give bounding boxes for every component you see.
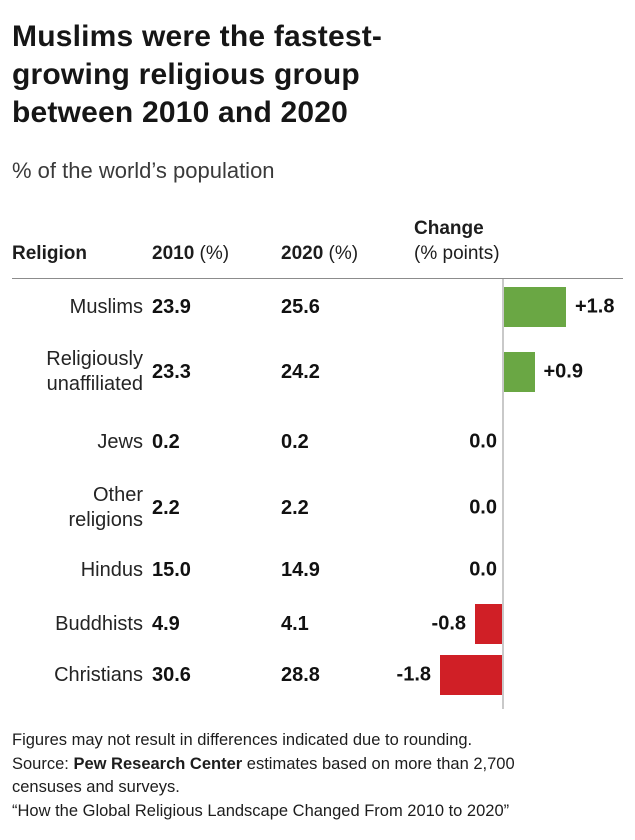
change-bar [440,655,503,695]
year-2020-label: 2020 [281,243,324,264]
change-cell: -1.8 [397,649,623,701]
change-value-label: +0.9 [543,360,583,383]
change-cell: 0.0 [401,409,623,475]
religion-name: Religiously unaffiliated [46,348,143,395]
percent-unit-label: (%) [194,243,230,264]
value-2010: 4.9 [152,612,180,635]
value-2020: 24.2 [281,360,320,383]
religion-name: Hindus [80,558,143,581]
religion-name: Christians [54,663,143,686]
change-value-label: 0.0 [469,558,497,581]
value-2020: 14.9 [281,558,320,581]
table-row: Buddhists 4.9 4.1 -0.8 [12,599,623,649]
table-row: Religiously unaffiliated 23.3 24.2 +0.9 [12,335,623,409]
chart-subtitle: % of the world’s population [12,158,275,183]
change-cell: 0.0 [401,541,623,599]
change-value-label: 0.0 [469,430,497,453]
column-header-2010: 2010 (%) [145,241,281,266]
religion-name: Buddhists [55,612,143,635]
percent-unit-label: (%) [323,243,359,264]
footer-notes: Figures may not result in differences in… [12,729,623,823]
change-value-label: -0.8 [431,612,466,635]
change-value-label: 0.0 [469,496,497,519]
title-line: Muslims were the fastest- [12,20,383,53]
change-value-label: +1.8 [575,295,615,318]
table-header: Religion 2010 (%) 2020 (%) Change (% poin… [12,216,623,279]
source-note: Source: Pew Research Center estimates ba… [12,753,623,777]
table-row: Other religions 2.2 2.2 0.0 [12,475,623,541]
religion-name: Muslims [69,295,143,318]
change-value-label: -1.8 [396,663,431,686]
table-row: Muslims 23.9 25.6 +1.8 [12,279,623,335]
column-header-religion: Religion [12,243,87,264]
value-2020: 2.2 [281,496,309,519]
value-2010: 0.2 [152,430,180,453]
table-row: Hindus 15.0 14.9 0.0 [12,541,623,599]
change-bar [503,352,535,392]
value-2020: 0.2 [281,430,309,453]
report-title-quote: “How the Global Religious Landscape Chan… [12,801,510,820]
value-2020: 28.8 [281,663,320,686]
change-bar [475,604,503,644]
source-note-continued: censuses and surveys. [12,778,180,796]
change-label: Change [414,218,484,239]
value-2020: 25.6 [281,295,320,318]
source-suffix: estimates based on more than 2,700 [242,754,515,773]
year-2010-label: 2010 [152,243,195,264]
source-name: Pew Research Center [73,754,243,773]
change-cell: 0.0 [401,475,623,541]
value-2010: 23.3 [152,360,191,383]
change-unit-label: (% points) [414,243,500,264]
value-2010: 15.0 [152,558,191,581]
table-row: Christians 30.6 28.8 -1.8 [12,649,623,701]
change-cell: -0.8 [401,599,623,649]
chart-title: Muslims were the fastest- growing religi… [12,18,623,132]
title-line: growing religious group [12,58,360,91]
value-2010: 23.9 [152,295,191,318]
table-row: Jews 0.2 0.2 0.0 [12,409,623,475]
change-bar [503,287,566,327]
column-header-2020: 2020 (%) [281,241,401,266]
rounding-note: Figures may not result in differences in… [12,731,473,749]
value-2020: 4.1 [281,612,309,635]
religion-name: Jews [97,430,143,453]
change-cell: +1.8 [401,279,623,335]
religion-name: Other religions [68,484,143,531]
column-header-change: Change (% points) [401,216,623,266]
source-prefix: Source: [12,754,74,773]
zero-baseline-axis [502,279,504,709]
value-2010: 2.2 [152,496,180,519]
change-cell: +0.9 [401,335,623,409]
value-2010: 30.6 [152,663,191,686]
table-body: Muslims 23.9 25.6 +1.8 Religiously unaff… [12,279,623,709]
title-line: between 2010 and 2020 [12,96,349,129]
